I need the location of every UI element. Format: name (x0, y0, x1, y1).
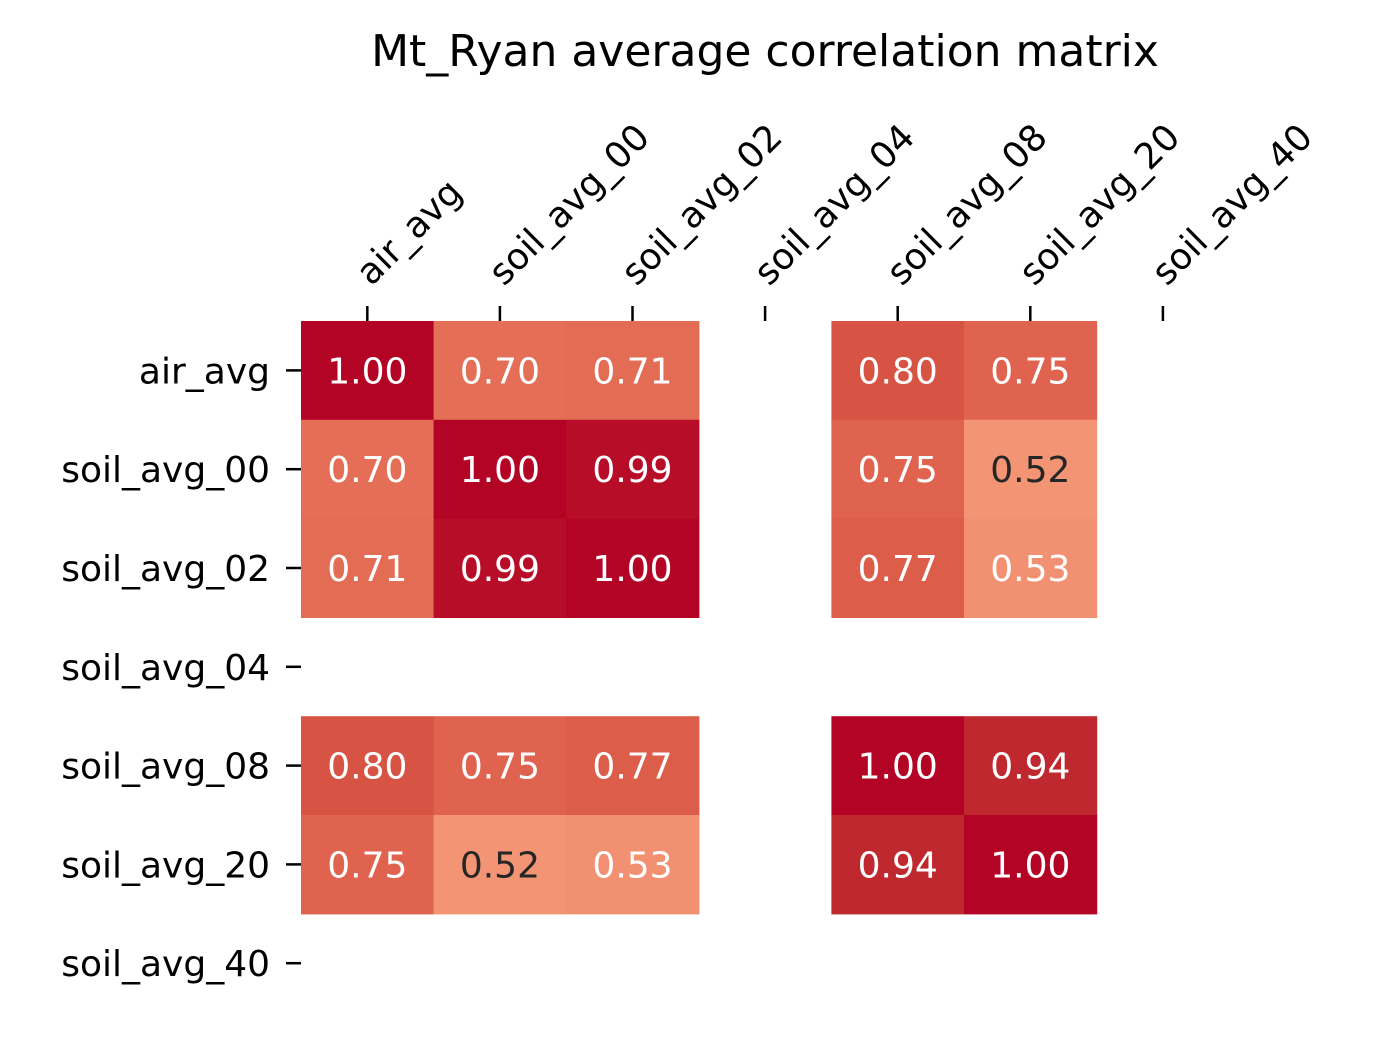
heatmap-cell-soil_avg_02-soil_avg_00 (433, 518, 567, 618)
cell-value-label: 1.00 (460, 450, 540, 491)
heatmap-cell-soil_avg_00-air_avg (301, 419, 435, 520)
cell-value-label: 1.00 (592, 549, 672, 590)
y-tick-label: soil_avg_40 (61, 944, 270, 985)
cell-value-label: 0.52 (990, 450, 1070, 491)
cell-value-label: 0.75 (327, 845, 407, 886)
heatmap-cell-soil_avg_20-soil_avg_02 (566, 815, 700, 915)
heatmap-cell-soil_avg_00-soil_avg_00 (433, 419, 567, 520)
cell-value-label: 1.00 (990, 845, 1070, 886)
heatmap-cell-air_avg-soil_avg_00 (433, 321, 567, 421)
heatmap-cell-soil_avg_00-soil_avg_08 (831, 419, 965, 520)
y-tick-label: soil_avg_02 (61, 549, 270, 590)
cell-value-label: 0.75 (990, 351, 1070, 392)
chart-title: Mt_Ryan average correlation matrix (371, 26, 1159, 77)
cell-value-label: 1.00 (327, 351, 407, 392)
y-axis: air_avg soil_avg_00 soil_avg_02 soil_avg_04… (61, 351, 301, 985)
heatmap-cell-soil_avg_20-soil_avg_08 (831, 815, 965, 915)
heatmap-cell-soil_avg_20-soil_avg_20 (964, 815, 1098, 915)
y-tick-label: soil_avg_20 (61, 845, 270, 886)
heatmap-cell-soil_avg_08-air_avg (301, 716, 435, 816)
heatmap-cell-soil_avg_20-soil_avg_00 (433, 815, 567, 915)
cell-value-label: 0.71 (592, 351, 672, 392)
cell-value-label: 0.52 (460, 845, 540, 886)
cell-value-label: 0.80 (327, 747, 407, 788)
heatmap-cell-soil_avg_08-soil_avg_00 (433, 716, 567, 816)
cell-value-label: 0.94 (858, 845, 938, 886)
cell-value-label: 0.99 (460, 549, 540, 590)
heatmap-cell-air_avg-soil_avg_08 (831, 321, 965, 421)
heatmap-cell-air_avg-soil_avg_02 (566, 321, 700, 421)
cell-value-label: 1.00 (858, 747, 938, 788)
cell-value-label: 0.75 (460, 747, 540, 788)
y-tick-label: soil_avg_00 (61, 450, 270, 491)
heatmap-cell-soil_avg_20-air_avg (301, 815, 435, 915)
cell-value-label: 0.80 (858, 351, 938, 392)
cell-value-label: 0.75 (858, 450, 938, 491)
cell-value-label: 0.53 (592, 845, 672, 886)
heatmap-cell-soil_avg_08-soil_avg_08 (831, 716, 965, 816)
heatmap-cell-soil_avg_02-air_avg (301, 518, 435, 618)
heatmap-cell-air_avg-air_avg (301, 321, 435, 421)
heatmap-cell-soil_avg_02-soil_avg_20 (964, 518, 1098, 618)
y-tick-label: air_avg (139, 351, 270, 392)
y-tick-label: soil_avg_08 (61, 747, 270, 788)
heatmap-cell-soil_avg_02-soil_avg_02 (566, 518, 700, 618)
cell-value-label: 0.94 (990, 747, 1070, 788)
cell-value-label: 0.70 (460, 351, 540, 392)
heatmap-cells (301, 321, 1098, 915)
x-axis-top: air_avg soil_avg_00soil_avg_02soil_avg_04… (349, 117, 1321, 321)
cell-value-label: 0.99 (592, 450, 672, 491)
cell-value-label: 0.53 (990, 549, 1070, 590)
heatmap-cell-soil_avg_00-soil_avg_02 (566, 419, 700, 520)
x-tick-label: air_avg (349, 172, 471, 294)
cell-value-label: 0.77 (592, 747, 672, 788)
heatmap-cell-air_avg-soil_avg_20 (964, 321, 1098, 421)
cell-value-label: 0.77 (858, 549, 938, 590)
heatmap-cell-soil_avg_08-soil_avg_02 (566, 716, 700, 816)
heatmap-cell-soil_avg_08-soil_avg_20 (964, 716, 1098, 816)
cell-value-label: 0.70 (327, 450, 407, 491)
heatmap-cell-soil_avg_00-soil_avg_20 (964, 419, 1098, 520)
cell-value-label: 0.71 (327, 549, 407, 590)
heatmap-cell-labels: 1.00 0.70 0.71 0.80 0.75 0.70 1.00 0.99 0.75 0.52… (327, 351, 1070, 886)
y-tick-label: soil_avg_04 (61, 648, 270, 689)
heatmap-cell-soil_avg_02-soil_avg_08 (831, 518, 965, 618)
